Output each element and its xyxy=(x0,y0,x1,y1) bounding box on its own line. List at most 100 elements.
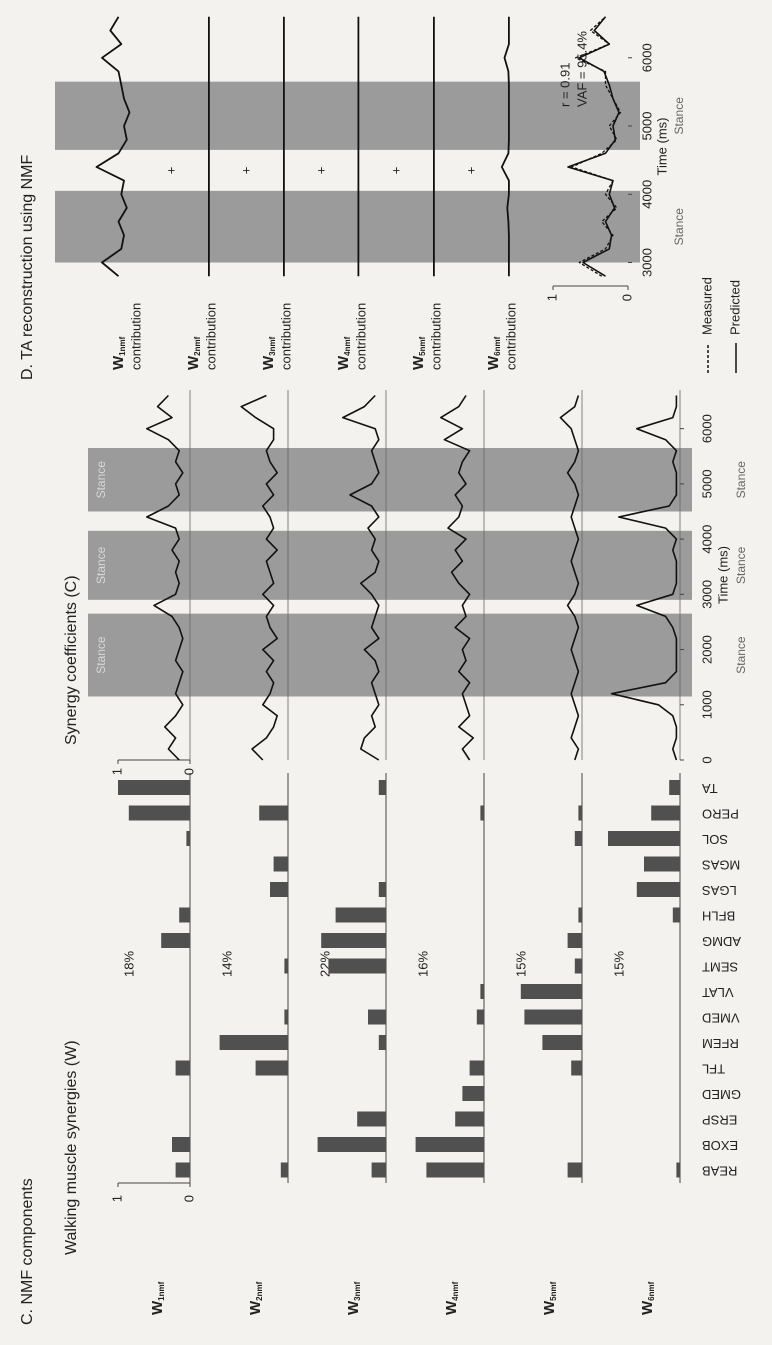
bar xyxy=(357,1111,387,1127)
name-sub: 5nmf xyxy=(549,1281,558,1300)
name-sub: 5nmf xyxy=(418,336,427,355)
fit-annotation: r = 0.91 xyxy=(557,63,572,107)
muscle-label: LGAS xyxy=(702,883,737,898)
bar xyxy=(455,1111,485,1127)
name-sub: 2nmf xyxy=(255,1281,264,1300)
bar xyxy=(469,1060,485,1076)
name-base: W xyxy=(247,1300,264,1315)
bar xyxy=(462,1086,484,1101)
stance-band xyxy=(88,530,692,600)
name-base: W xyxy=(149,1300,166,1315)
muscle-label: MGAS xyxy=(702,858,741,873)
band-label: Stance xyxy=(734,636,748,674)
name-sub: 4nmf xyxy=(451,1281,460,1300)
bar xyxy=(571,1060,583,1076)
stance-band xyxy=(55,81,640,150)
band-label: Stance xyxy=(734,461,748,499)
bar xyxy=(161,933,190,948)
y-tick-label: 1 xyxy=(109,768,124,775)
bar xyxy=(574,958,582,974)
name-base: W xyxy=(410,355,427,370)
plus-sign: + xyxy=(463,167,478,175)
bar xyxy=(542,1035,583,1050)
legend-label: Measured xyxy=(699,277,714,335)
fit-annotation: VAF = 95.4% xyxy=(574,31,589,107)
bar xyxy=(270,882,288,897)
name-base: W xyxy=(335,355,352,370)
bar xyxy=(480,805,484,821)
plus-sign: + xyxy=(238,167,253,175)
name-base: W xyxy=(260,355,277,370)
coefficient-trace xyxy=(146,394,184,761)
bar xyxy=(273,856,289,872)
contribution-name: W2nmf xyxy=(185,336,202,370)
bar xyxy=(608,831,680,846)
band-label: Stance xyxy=(734,546,748,584)
coefficient-trace xyxy=(342,394,380,761)
chart-title: Walking muscle synergies (W) xyxy=(63,1040,80,1255)
bar xyxy=(219,1035,289,1050)
coefficient-trace xyxy=(610,395,678,761)
coefficient-trace xyxy=(440,395,474,761)
name-base: W xyxy=(541,1300,558,1315)
bar xyxy=(644,856,680,872)
contribution-name: W4nmf xyxy=(335,336,352,370)
stance-band xyxy=(88,613,692,697)
name-base: W xyxy=(185,355,202,370)
x-tick-label: 6000 xyxy=(699,414,714,443)
name-base: W xyxy=(345,1300,362,1315)
rotated-figure: C. NMF components Walking muscle synergie… xyxy=(19,16,748,1325)
bar xyxy=(280,1162,288,1178)
panel-title: C. NMF components xyxy=(19,1178,36,1325)
bar xyxy=(415,1137,485,1152)
contribution-label: contribution xyxy=(278,303,293,370)
contribution-label: contribution xyxy=(128,303,143,370)
muscle-label: REAB xyxy=(702,1164,737,1179)
muscle-label: VMED xyxy=(702,1011,740,1026)
x-tick-label: 3000 xyxy=(699,580,714,609)
bar xyxy=(186,831,190,846)
muscle-label: GMED xyxy=(702,1087,741,1102)
y-tick-label: 0 xyxy=(619,294,634,301)
bar xyxy=(368,1009,386,1025)
muscle-label: RFEM xyxy=(702,1036,739,1051)
bar xyxy=(676,1162,681,1178)
plus-sign: + xyxy=(388,167,403,175)
row-label: W6nmf xyxy=(639,1281,656,1315)
name-base: W xyxy=(639,1300,656,1315)
muscle-label: SEMT xyxy=(702,960,738,975)
name-base: W xyxy=(443,1300,460,1315)
band-label: Stance xyxy=(94,636,108,674)
reconstruction-trace xyxy=(567,16,620,277)
name-sub: 3nmf xyxy=(353,1281,362,1300)
muscle-label: TA xyxy=(702,781,718,796)
percent-annotation: 18% xyxy=(121,951,136,977)
row-label: W4nmf xyxy=(443,1281,460,1315)
band-label: Stance xyxy=(672,97,686,135)
name-sub: 3nmf xyxy=(268,336,277,355)
bar xyxy=(567,1162,582,1178)
x-axis-label: Time (ms) xyxy=(715,546,730,604)
x-tick-label: 4000 xyxy=(699,525,714,554)
contribution-name: W1nmf xyxy=(110,336,127,370)
x-tick-label: 5000 xyxy=(699,469,714,498)
bar xyxy=(524,1009,583,1025)
x-tick-label: 4000 xyxy=(639,180,654,209)
bar xyxy=(175,1060,191,1076)
bar xyxy=(578,805,583,821)
bar xyxy=(335,907,387,923)
bar xyxy=(317,1137,387,1152)
contribution-name: W6nmf xyxy=(485,336,502,370)
band-label: Stance xyxy=(672,208,686,246)
bar xyxy=(179,907,190,923)
name-sub: 4nmf xyxy=(343,336,352,355)
muscle-label: SOL xyxy=(702,832,728,847)
x-tick-label: 6000 xyxy=(639,43,654,72)
muscle-label: ERSP xyxy=(702,1113,737,1128)
muscle-label: BFLH xyxy=(702,909,735,924)
stance-band xyxy=(88,447,692,512)
bar xyxy=(321,933,387,948)
name-base: W xyxy=(485,355,502,370)
